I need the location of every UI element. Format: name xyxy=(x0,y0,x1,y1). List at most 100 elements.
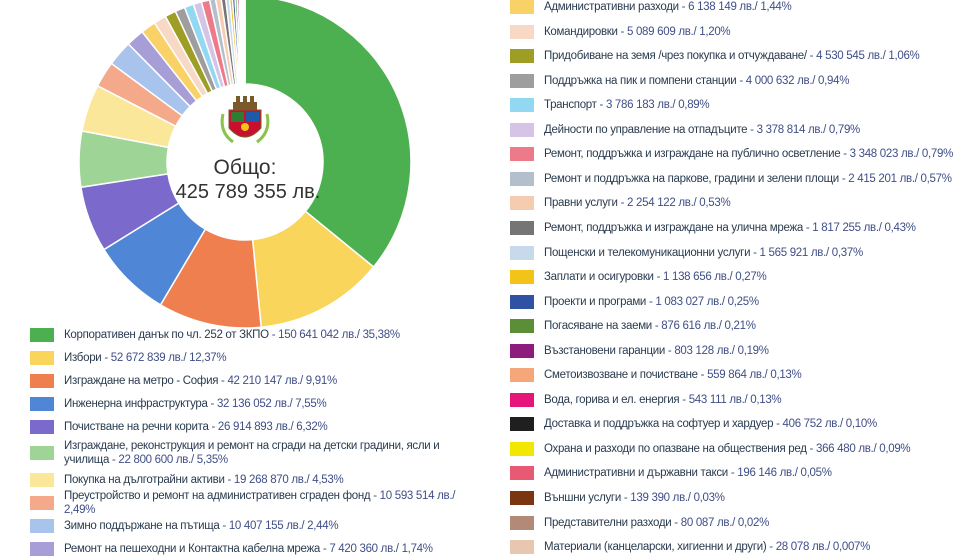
legend-label: Пощенски и телекомуникационни услуги xyxy=(544,247,750,259)
legend-value: 4 000 632 лв./ 0,94% xyxy=(746,75,849,87)
legend-swatch xyxy=(30,519,54,533)
coat-of-arms-icon xyxy=(222,96,268,142)
legend-swatch xyxy=(30,328,54,342)
legend-item: Външни услуги - 139 390 лв./ 0,03% xyxy=(510,488,725,508)
legend-separator: - xyxy=(646,296,655,308)
legend-label: Дейности по управление на отпадъците xyxy=(544,124,747,136)
legend-item: Сметоизвозване и почистване - 559 864 лв… xyxy=(510,365,801,385)
legend-value: 150 641 042 лв./ 35,38% xyxy=(278,329,400,341)
legend-value: 52 672 839 лв./ 12,37% xyxy=(111,352,227,364)
legend-separator: - xyxy=(370,490,379,502)
legend-swatch xyxy=(30,420,54,434)
legend-label: Почистване на речни корита xyxy=(64,421,209,433)
legend-swatch xyxy=(30,446,54,460)
legend-swatch xyxy=(510,98,534,112)
legend-text: Изграждане, реконструкция и ремонт на сг… xyxy=(64,439,484,467)
legend-separator: - xyxy=(803,222,812,234)
legend-swatch xyxy=(510,466,534,480)
legend-value: 2 254 122 лв./ 0,53% xyxy=(627,197,730,209)
legend-label: Проекти и програми xyxy=(544,296,646,308)
legend-value: 10 407 155 лв./ 2,44% xyxy=(229,520,338,532)
legend-label: Охрана и разходи по опазване на обществе… xyxy=(544,443,807,455)
legend-value: 559 864 лв./ 0,13% xyxy=(707,369,801,381)
legend-label: Покупка на дълготрайни активи xyxy=(64,474,225,486)
legend-item: Ремонт на пешеходни и Контактна кабелна … xyxy=(30,539,484,559)
legend-text: Почистване на речни корита - 26 914 893 … xyxy=(64,420,484,434)
legend-label: Инженерна инфраструктура xyxy=(64,398,208,410)
legend-swatch xyxy=(510,49,534,63)
legend-swatch xyxy=(510,319,534,333)
legend-separator: - xyxy=(320,543,329,555)
legend-text: Административни и държавни такси - 196 1… xyxy=(544,466,832,480)
legend-item: Административни разходи - 6 138 149 лв./… xyxy=(510,0,791,17)
legend-swatch xyxy=(510,221,534,235)
legend-text: Външни услуги - 139 390 лв./ 0,03% xyxy=(544,491,725,505)
legend-label: Възстановени гаранции xyxy=(544,345,665,357)
legend-separator: - xyxy=(747,124,756,136)
legend-separator: - xyxy=(750,247,759,259)
legend-separator: - xyxy=(652,320,661,332)
legend-item: Пощенски и телекомуникационни услуги - 1… xyxy=(510,243,863,263)
legend-label: Изграждане на метро - София xyxy=(64,375,218,387)
legend-item: Корпоративен данък по чл. 252 от ЗКПО - … xyxy=(30,325,484,345)
legend-swatch xyxy=(30,351,54,365)
legend-swatch xyxy=(30,542,54,556)
legend-swatch xyxy=(510,295,534,309)
legend-value: 803 128 лв./ 0,19% xyxy=(674,345,768,357)
legend-separator: - xyxy=(219,520,228,532)
legend-text: Административни разходи - 6 138 149 лв./… xyxy=(544,0,791,14)
legend-item: Възстановени гаранции - 803 128 лв./ 0,1… xyxy=(510,341,769,361)
legend-swatch xyxy=(30,397,54,411)
legend-value: 406 752 лв./ 0,10% xyxy=(783,418,877,430)
legend-separator: - xyxy=(621,492,630,504)
legend-item: Проекти и програми - 1 083 027 лв./ 0,25… xyxy=(510,292,759,312)
legend-value: 4 530 545 лв./ 1,06% xyxy=(816,50,919,62)
legend-value: 876 616 лв./ 0,21% xyxy=(661,320,755,332)
legend-text: Транспорт - 3 786 183 лв./ 0,89% xyxy=(544,98,709,112)
legend-text: Зимно поддържане на пътища - 10 407 155 … xyxy=(64,519,484,533)
legend-swatch xyxy=(510,123,534,137)
legend-separator: - xyxy=(679,1,688,13)
legend-swatch xyxy=(510,246,534,260)
legend-label: Ремонт, поддръжка и изграждане на публич… xyxy=(544,148,840,160)
legend-label: Доставка и поддръжка на софтуер и хардуе… xyxy=(544,418,773,430)
legend-value: 3 378 814 лв./ 0,79% xyxy=(757,124,860,136)
legend-item: Правни услуги - 2 254 122 лв./ 0,53% xyxy=(510,193,730,213)
legend-item: Покупка на дълготрайни активи - 19 268 8… xyxy=(30,470,484,490)
legend-swatch xyxy=(510,516,534,530)
legend-separator: - xyxy=(766,541,775,553)
legend-item: Ремонт и поддръжка на паркове, градини и… xyxy=(510,169,952,189)
legend-label: Ремонт на пешеходни и Контактна кабелна … xyxy=(64,543,320,555)
legend-label: Административни разходи xyxy=(544,1,679,13)
legend-label: Външни услуги xyxy=(544,492,621,504)
legend-value: 1 138 656 лв./ 0,27% xyxy=(663,271,766,283)
total-value: 425 789 355 лв. xyxy=(176,181,321,203)
legend-item: Погасяване на заеми - 876 616 лв./ 0,21% xyxy=(510,316,756,336)
legend-text: Проекти и програми - 1 083 027 лв./ 0,25… xyxy=(544,295,759,309)
legend-text: Избори - 52 672 839 лв./ 12,37% xyxy=(64,351,484,365)
legend-item: Изграждане на метро - София - 42 210 147… xyxy=(30,371,484,391)
legend-separator: - xyxy=(225,474,234,486)
legend-label: Преустройство и ремонт на административе… xyxy=(64,490,370,502)
legend-value: 196 146 лв./ 0,05% xyxy=(737,467,831,479)
legend-item: Изграждане, реконструкция и ремонт на сг… xyxy=(30,438,484,468)
legend-item: Дейности по управление на отпадъците - 3… xyxy=(510,120,860,140)
legend-swatch xyxy=(510,344,534,358)
legend-text: Представителни разходи - 80 087 лв./ 0,0… xyxy=(544,516,769,530)
legend-text: Доставка и поддръжка на софтуер и хардуе… xyxy=(544,417,877,431)
legend-separator: - xyxy=(101,352,110,364)
legend-separator: - xyxy=(839,173,848,185)
legend-text: Материали (канцеларски, хигиенни и други… xyxy=(544,540,870,554)
legend-label: Зимно поддържане на пътища xyxy=(64,520,219,532)
legend-separator: - xyxy=(654,271,663,283)
legend-value: 366 480 лв./ 0,09% xyxy=(816,443,910,455)
legend-label: Вода, горива и ел. енергия xyxy=(544,394,679,406)
legend-value: 3 348 023 лв./ 0,79% xyxy=(850,148,953,160)
legend-label: Поддръжка на пик и помпени станции xyxy=(544,75,736,87)
legend-label: Материали (канцеларски, хигиенни и други… xyxy=(544,541,766,553)
legend-value: 22 800 600 лв./ 5,35% xyxy=(118,454,227,466)
legend-item: Преустройство и ремонт на административе… xyxy=(30,493,484,513)
legend-text: Вода, горива и ел. енергия - 543 111 лв.… xyxy=(544,393,781,407)
legend-item: Зимно поддържане на пътища - 10 407 155 … xyxy=(30,516,484,536)
legend-value: 3 786 183 лв./ 0,89% xyxy=(606,99,709,111)
